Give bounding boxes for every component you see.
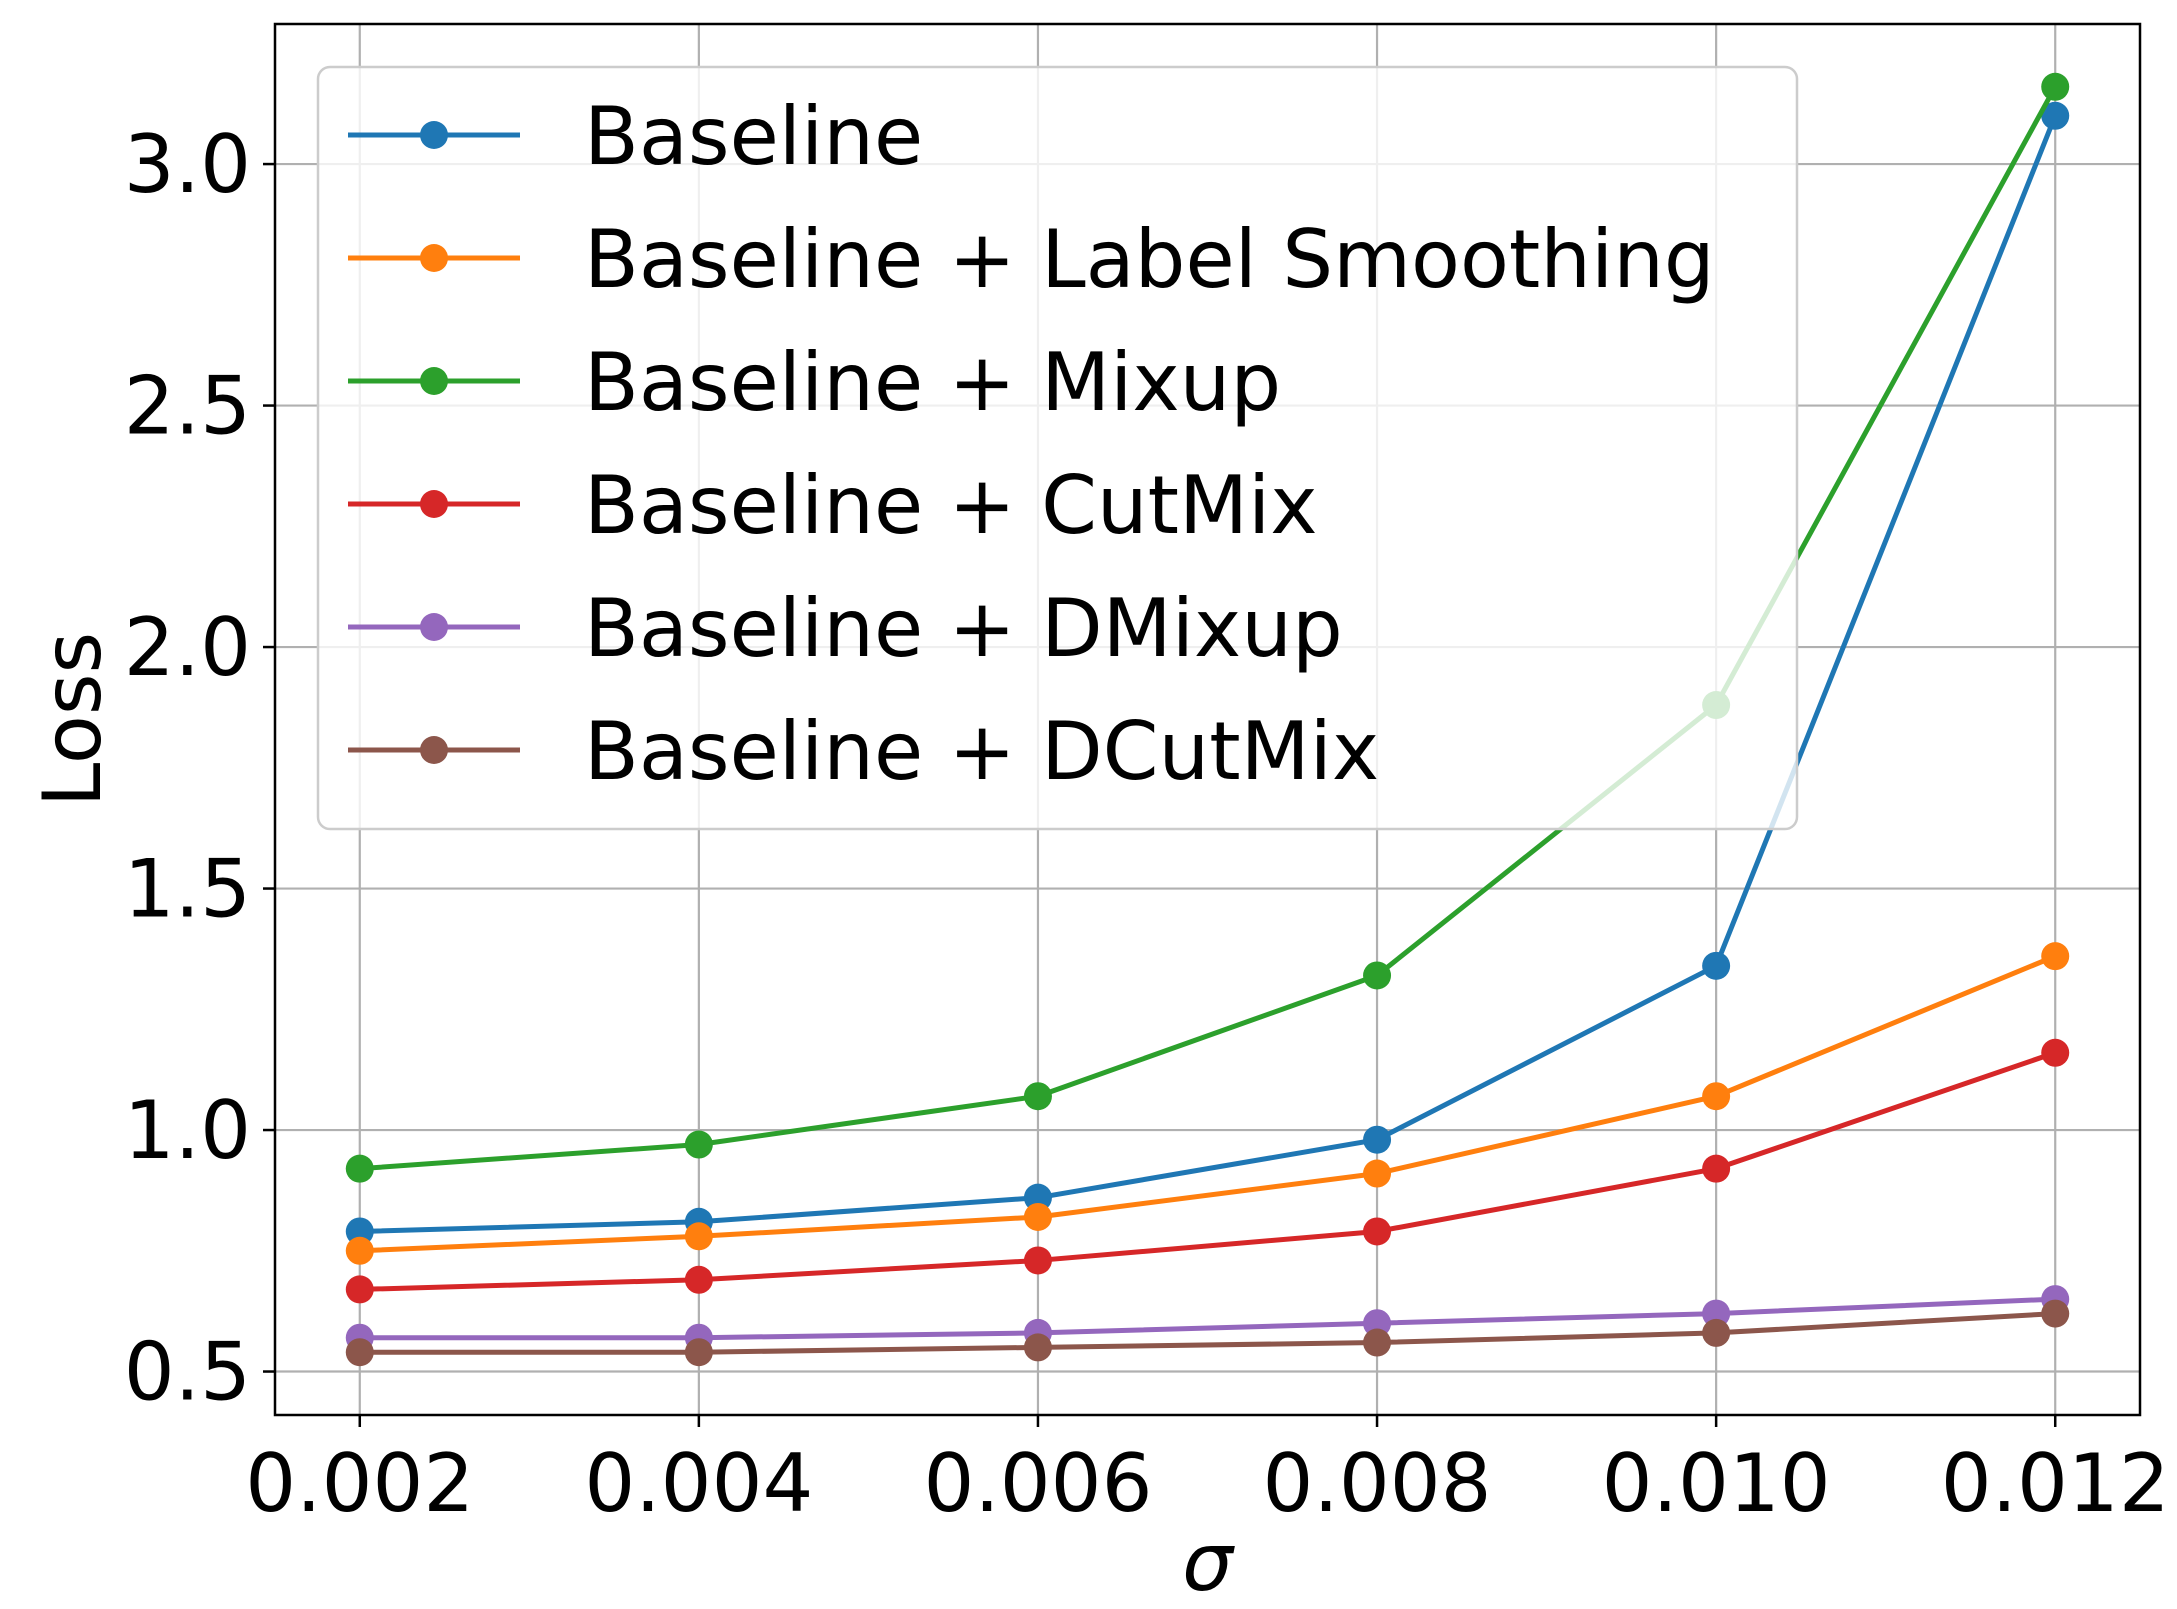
legend-label: Baseline + Mixup [584,336,1281,429]
series-baseline-label-smoothing [345,942,2070,1265]
series-line [359,1311,2056,1355]
legend-label: Baseline + DMixup [584,582,1343,675]
x-tick-label: 0.002 [245,1437,474,1530]
data-point [1363,1159,1392,1188]
x-axis-title: σ [1182,1516,1235,1609]
series-line [359,1296,2056,1341]
legend-label: Baseline + Label Smoothing [584,213,1715,306]
data-point [1702,1082,1731,1111]
legend-label: Baseline + DCutMix [584,705,1379,798]
data-point [1702,951,1731,980]
x-tick-label: 0.004 [584,1437,813,1530]
data-point [345,1236,374,1265]
x-tick-label: 0.008 [1263,1437,1492,1530]
data-point [2041,1038,2070,1067]
y-axis-title: Loss [26,632,119,807]
data-point [2041,101,2070,130]
legend-label: Baseline [584,90,923,183]
data-point [345,1217,374,1246]
data-point [345,1338,374,1367]
legend-item: Baseline + DMixup [348,582,1343,675]
y-tick-label: 1.5 [124,843,251,936]
legend-item: Baseline + Mixup [348,336,1281,429]
data-point [684,1130,713,1159]
legend-label: Baseline + CutMix [584,459,1318,552]
legend-marker [420,736,448,764]
plot-frame [273,22,2142,1417]
legend-item: Baseline [348,90,923,183]
x-tick-label: 0.010 [1602,1437,1831,1530]
data-point [1023,1333,1052,1362]
legend-marker [420,121,448,149]
data-point [1363,1125,1392,1154]
y-tick-label: 3.0 [124,118,251,211]
legend-marker [420,244,448,272]
legend-marker [420,490,448,518]
data-point [684,1338,713,1367]
series-baseline-cutmix [345,1038,2070,1304]
x-tick-label: 0.006 [923,1437,1152,1530]
data-point [684,1222,713,1251]
data-point [1023,1082,1052,1111]
data-point [1702,1299,1731,1328]
legend-item: Baseline + CutMix [348,459,1318,552]
series-line [359,1050,2057,1292]
series-line [359,953,2057,1254]
series-baseline-dcutmix [345,1299,2070,1367]
x-tick-label: 0.012 [1941,1437,2170,1530]
legend-marker [420,613,448,641]
data-point [2041,72,2070,101]
data-point [345,1154,374,1183]
data-point [684,1265,713,1294]
legend-box [316,65,1799,831]
y-tick-label: 2.0 [124,601,251,694]
y-tick-label: 0.5 [124,1326,251,1419]
data-point [2041,1299,2070,1328]
axis-ticks: 0.002 0.004 0.006 0.008 0.010 0.012 0.5 1.0 1.5 2… [124,118,2170,1530]
data-point [2041,942,2070,971]
y-tick-label: 2.5 [124,360,251,453]
data-point [345,1275,374,1304]
data-point [1023,1202,1052,1231]
data-point [1023,1183,1052,1212]
data-point [1363,1309,1392,1338]
data-point [1702,1318,1731,1347]
legend-item: Baseline + DCutMix [348,705,1379,798]
y-tick-label: 1.0 [124,1084,251,1177]
data-point [1363,1328,1392,1357]
data-point [1023,1246,1052,1275]
legend-marker [420,367,448,395]
data-point [1702,1154,1731,1183]
series [345,72,2070,1367]
legend-item: Baseline + Label Smoothing [348,213,1715,306]
legend: Baseline Baseline + Label Smoothing Baseli… [316,65,1799,831]
data-point [1363,961,1392,990]
data-point [1363,1217,1392,1246]
